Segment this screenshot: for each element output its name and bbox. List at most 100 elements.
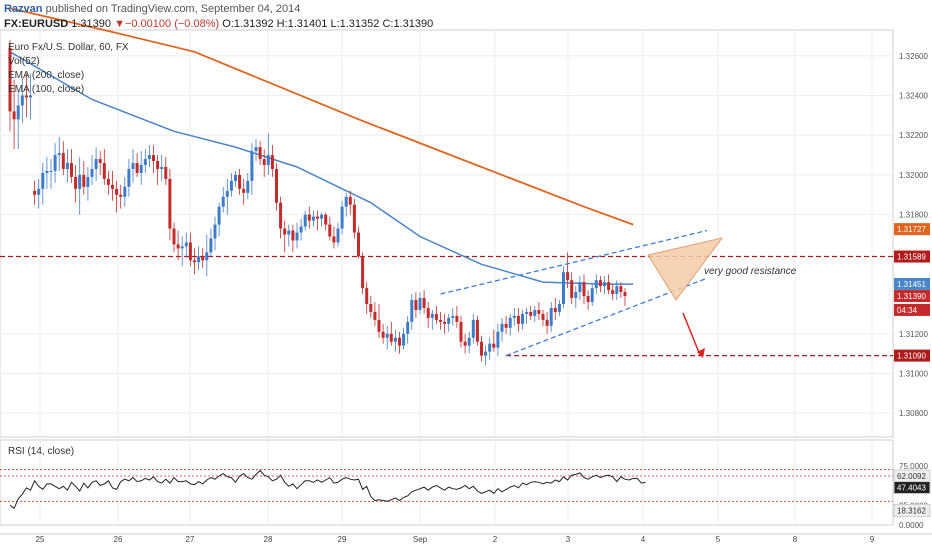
candle-body <box>168 178 172 229</box>
candle-body <box>24 95 28 98</box>
candle-body <box>348 196 352 205</box>
candle-body <box>20 95 24 106</box>
candle <box>475 315 479 346</box>
candle-body <box>455 315 459 322</box>
candle-body <box>12 111 16 120</box>
candle-body <box>234 174 237 181</box>
candle-body <box>307 214 311 221</box>
candle-body <box>525 311 529 314</box>
candle-body <box>217 206 221 225</box>
candle-body <box>373 311 377 320</box>
candle-body <box>98 159 102 164</box>
candle-body <box>410 300 414 322</box>
annotation-text: very good resistance <box>704 266 797 277</box>
candle-body <box>262 159 266 166</box>
candle-body <box>500 323 504 332</box>
price-label-box <box>894 303 930 316</box>
candle <box>8 39 12 132</box>
candle-body <box>508 317 512 328</box>
price-label: 04:34 <box>897 306 918 315</box>
legend-ema200[interactable]: EMA (200, close) <box>8 70 85 81</box>
candle <box>402 327 406 350</box>
candle <box>488 337 492 360</box>
candle-body <box>480 341 483 356</box>
candle <box>582 274 586 304</box>
candle-body <box>504 323 508 328</box>
y-tick-label: 1.32200 <box>899 131 928 140</box>
candle <box>123 176 127 207</box>
author-name[interactable]: Razvan <box>4 3 43 15</box>
symbol-bar: FX:EURUSD 1.31390 ▼−0.00100 (−0.08%) O:1… <box>4 18 433 30</box>
candle-body <box>615 286 619 295</box>
candle-body <box>398 337 401 346</box>
legend-vol[interactable]: Vol(52) <box>8 56 40 67</box>
candle <box>90 155 94 185</box>
candle-body <box>553 307 557 312</box>
candle <box>111 170 114 201</box>
candle-body <box>106 178 110 185</box>
candle <box>246 172 250 199</box>
candle <box>598 276 602 293</box>
candle <box>65 149 69 183</box>
candle <box>533 305 537 322</box>
candle-body <box>172 228 176 245</box>
candle-body <box>406 321 410 334</box>
candle <box>500 317 504 342</box>
candle <box>541 309 545 326</box>
candle-body <box>549 307 553 326</box>
candle <box>545 311 549 334</box>
candle-body <box>70 163 73 177</box>
candle <box>439 311 442 330</box>
candle-body <box>193 260 196 263</box>
candle <box>414 292 418 318</box>
candle-body <box>340 206 344 229</box>
candle-body <box>451 315 455 318</box>
candle <box>615 280 619 301</box>
candle <box>492 329 496 352</box>
rsi-legend[interactable]: RSI (14, close) <box>8 446 75 457</box>
candle <box>328 216 332 241</box>
candle-body <box>238 174 242 189</box>
candle-body <box>205 252 209 261</box>
candle <box>512 307 516 326</box>
candle <box>57 137 61 171</box>
candle <box>418 292 422 314</box>
candle-body <box>484 351 488 356</box>
candle <box>336 222 340 247</box>
price-label: 1.31090 <box>897 352 926 361</box>
candle <box>172 222 176 253</box>
candle <box>303 210 307 231</box>
candle-body <box>402 333 406 346</box>
candle <box>537 301 541 320</box>
x-tick-label: 26 <box>114 535 123 544</box>
y-tick-label: 1.30800 <box>899 409 928 418</box>
candle-body <box>385 333 389 338</box>
candle-body <box>180 246 184 249</box>
candle-body <box>439 319 442 322</box>
legend-ema100[interactable]: EMA (100, close) <box>8 84 85 95</box>
rsi-line <box>9 469 646 510</box>
candle-body <box>111 184 114 189</box>
candle <box>443 313 447 334</box>
candle-body <box>578 282 582 293</box>
candle-body <box>463 341 467 346</box>
price-label: 1.31589 <box>897 253 926 262</box>
candle <box>147 145 151 167</box>
candle-body <box>389 333 393 342</box>
candle-body <box>488 343 492 352</box>
candle <box>393 329 397 352</box>
candle-body <box>570 280 574 299</box>
candle-body <box>65 163 69 169</box>
candle <box>619 282 623 299</box>
candle-body <box>49 170 53 172</box>
last-price: 1.31390 <box>71 18 111 30</box>
candle-body <box>566 272 570 281</box>
candle-body <box>164 166 168 179</box>
candle-body <box>242 188 246 193</box>
candle <box>209 228 213 257</box>
candle-body <box>619 286 623 293</box>
candle <box>447 313 451 332</box>
candle <box>78 157 82 215</box>
candle-body <box>303 214 307 227</box>
candle-body <box>471 319 475 338</box>
